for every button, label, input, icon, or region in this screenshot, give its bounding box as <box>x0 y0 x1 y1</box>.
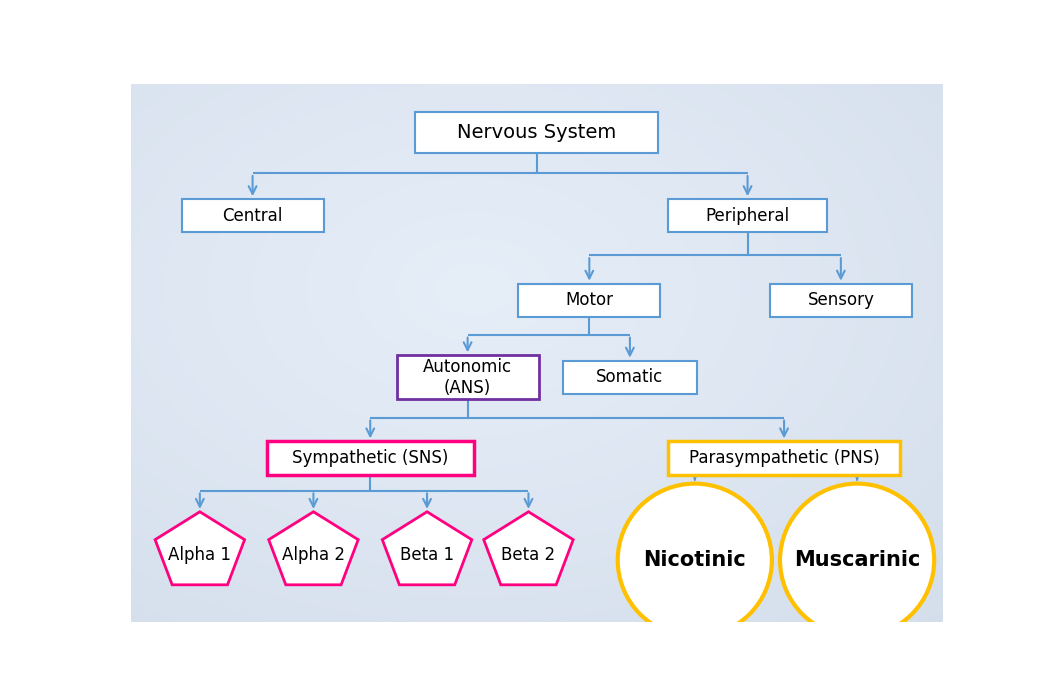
Text: Peripheral: Peripheral <box>706 207 789 225</box>
FancyBboxPatch shape <box>397 355 538 399</box>
Text: Muscarinic: Muscarinic <box>794 550 920 570</box>
FancyBboxPatch shape <box>415 112 659 152</box>
FancyBboxPatch shape <box>181 199 324 233</box>
Text: Parasympathetic (PNS): Parasympathetic (PNS) <box>689 449 879 467</box>
Text: Beta 2: Beta 2 <box>502 547 556 564</box>
Text: Somatic: Somatic <box>597 368 664 387</box>
FancyBboxPatch shape <box>770 284 912 317</box>
Text: Nervous System: Nervous System <box>456 123 617 142</box>
FancyBboxPatch shape <box>267 441 473 475</box>
Polygon shape <box>155 512 245 585</box>
Text: Nicotinic: Nicotinic <box>644 550 747 570</box>
Ellipse shape <box>618 484 772 637</box>
Text: Alpha 1: Alpha 1 <box>169 547 231 564</box>
Text: Central: Central <box>222 207 283 225</box>
Text: Sensory: Sensory <box>807 291 874 309</box>
FancyBboxPatch shape <box>668 441 899 475</box>
Text: Sympathetic (SNS): Sympathetic (SNS) <box>292 449 448 467</box>
Polygon shape <box>269 512 358 585</box>
Text: Alpha 2: Alpha 2 <box>282 547 344 564</box>
Text: Motor: Motor <box>565 291 614 309</box>
Polygon shape <box>382 512 472 585</box>
Text: Autonomic
(ANS): Autonomic (ANS) <box>423 358 512 396</box>
Text: Beta 1: Beta 1 <box>400 547 454 564</box>
FancyBboxPatch shape <box>563 361 697 394</box>
Ellipse shape <box>780 484 934 637</box>
Polygon shape <box>484 512 573 585</box>
FancyBboxPatch shape <box>518 284 661 317</box>
FancyBboxPatch shape <box>668 199 827 233</box>
